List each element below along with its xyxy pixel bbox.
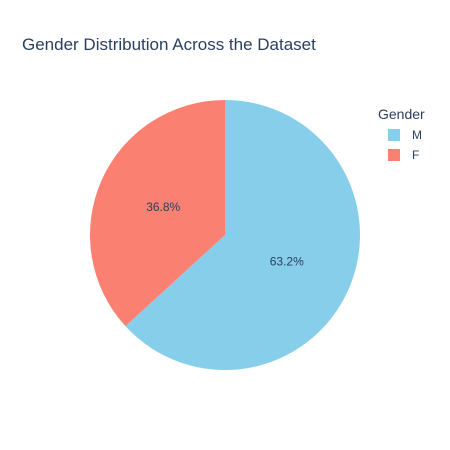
legend-label-f: F	[412, 148, 420, 162]
legend-label-m: M	[412, 128, 422, 142]
slice-label-f: 36.8%	[146, 200, 180, 214]
legend-title: Gender	[378, 106, 425, 122]
legend: Gender M F	[378, 105, 425, 165]
chart-title: Gender Distribution Across the Dataset	[22, 35, 316, 54]
legend-item-f[interactable]: F	[388, 145, 425, 165]
slice-label-m: 63.2%	[270, 254, 304, 268]
legend-item-m[interactable]: M	[388, 125, 425, 145]
legend-swatch-m	[388, 129, 400, 141]
legend-swatch-f	[388, 149, 400, 161]
pie-slice-f[interactable]	[90, 100, 226, 327]
pie-slice-m[interactable]	[125, 100, 361, 370]
